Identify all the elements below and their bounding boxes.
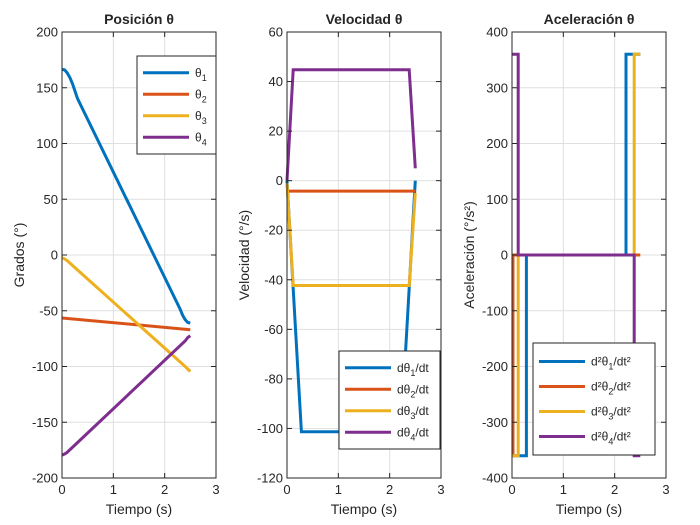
y-tick-label: -40 [264,272,283,287]
x-axis-label: Tiempo (s) [556,501,622,517]
legend-label-2: θ2 [195,87,207,104]
series-line-4 [512,52,641,458]
x-tick-label: 1 [335,482,342,497]
y-tick-label: -100 [257,421,283,436]
chart-title: Aceleración θ [544,11,635,27]
series-line-3 [285,183,417,287]
series-line-4 [285,68,417,181]
y-tick-label: -300 [482,415,508,430]
y-tick-label: -100 [32,359,58,374]
x-tick-label: 0 [508,482,515,497]
chart-panel-1: 0 1 2 3 -200 -150 -100 -50 0 50 100 150 200 Posición … [11,11,220,517]
x-tick-label: 3 [437,482,444,497]
y-tick-label: 60 [269,25,283,40]
chart-title: Velocidad θ [326,11,403,27]
y-tick-label: -150 [32,415,58,430]
y-tick-label: -20 [264,223,283,238]
y-tick-label: 40 [269,74,283,89]
x-axis-label: Tiempo (s) [331,501,397,517]
series-line-2 [61,316,191,332]
x-tick-label: 1 [560,482,567,497]
chart-panel-2: 0 1 2 3 -120 -100 -80 -60 -40 -20 0 20 40 60 Velocidad… [236,11,445,517]
legend: θ1 θ2 θ3 θ4 [136,55,217,155]
y-tick-label: -80 [264,371,283,386]
y-tick-label: 100 [486,192,508,207]
chart-title: Posición θ [104,11,174,27]
legend: dθ1/dt dθ2/dt dθ3/dt dθ4/dt [338,350,441,450]
legend-label-3: d²θ3/dt² [591,405,631,422]
y-tick-label: -200 [32,471,58,486]
legend-label-1: dθ1/dt [397,361,429,378]
x-tick-label: 3 [212,482,219,497]
x-tick-label: 2 [611,482,618,497]
y-tick-label: 0 [501,248,508,263]
y-tick-label: 20 [269,124,283,139]
legend-label-3: θ3 [195,109,207,126]
x-tick-label: 0 [58,482,65,497]
x-tick-label: 2 [386,482,393,497]
x-tick-label: 0 [283,482,290,497]
series-line-3 [61,256,192,373]
y-tick-label: 0 [51,248,58,263]
y-axis-label: Aceleración (°/s²) [461,201,477,309]
x-tick-label: 3 [662,482,669,497]
legend: d²θ1/dt² d²θ2/dt² d²θ3/dt² d²θ4/dt² [532,342,656,456]
chart-panel-3: 0 1 2 3 -400 -300 -200 -100 0 100 200 300 400 Acelera… [461,11,670,517]
series-line-1 [61,67,191,325]
legend-label-1: θ1 [195,66,207,83]
legend-label-1: d²θ1/dt² [591,355,631,372]
legend-label-2: dθ2/dt [397,382,429,399]
y-tick-label: 400 [486,25,508,40]
y-tick-label: 0 [276,173,283,188]
y-tick-label: 50 [44,192,58,207]
axes-box [286,31,442,479]
x-axis-label: Tiempo (s) [106,501,172,517]
y-axis-label: Velocidad (°/s) [236,210,252,300]
legend-label-2: d²θ2/dt² [591,380,631,397]
y-tick-label: -60 [264,322,283,337]
y-tick-label: -120 [257,471,283,486]
y-tick-label: -200 [482,359,508,374]
legend-label-4: dθ4/dt [397,425,429,442]
y-axis-label: Grados (°) [11,223,27,288]
y-tick-label: -400 [482,471,508,486]
x-tick-label: 1 [110,482,117,497]
y-tick-label: 100 [36,136,58,151]
series-line-4 [61,334,192,457]
y-tick-label: -50 [39,303,58,318]
x-tick-label: 2 [161,482,168,497]
y-tick-label: 150 [36,80,58,95]
y-tick-label: 200 [486,136,508,151]
legend-label-4: d²θ4/dt² [591,430,631,447]
legend-label-4: θ4 [195,130,207,147]
y-tick-label: -100 [482,303,508,318]
legend-label-3: dθ3/dt [397,404,429,421]
y-tick-label: 200 [36,25,58,40]
y-tick-label: 300 [486,80,508,95]
